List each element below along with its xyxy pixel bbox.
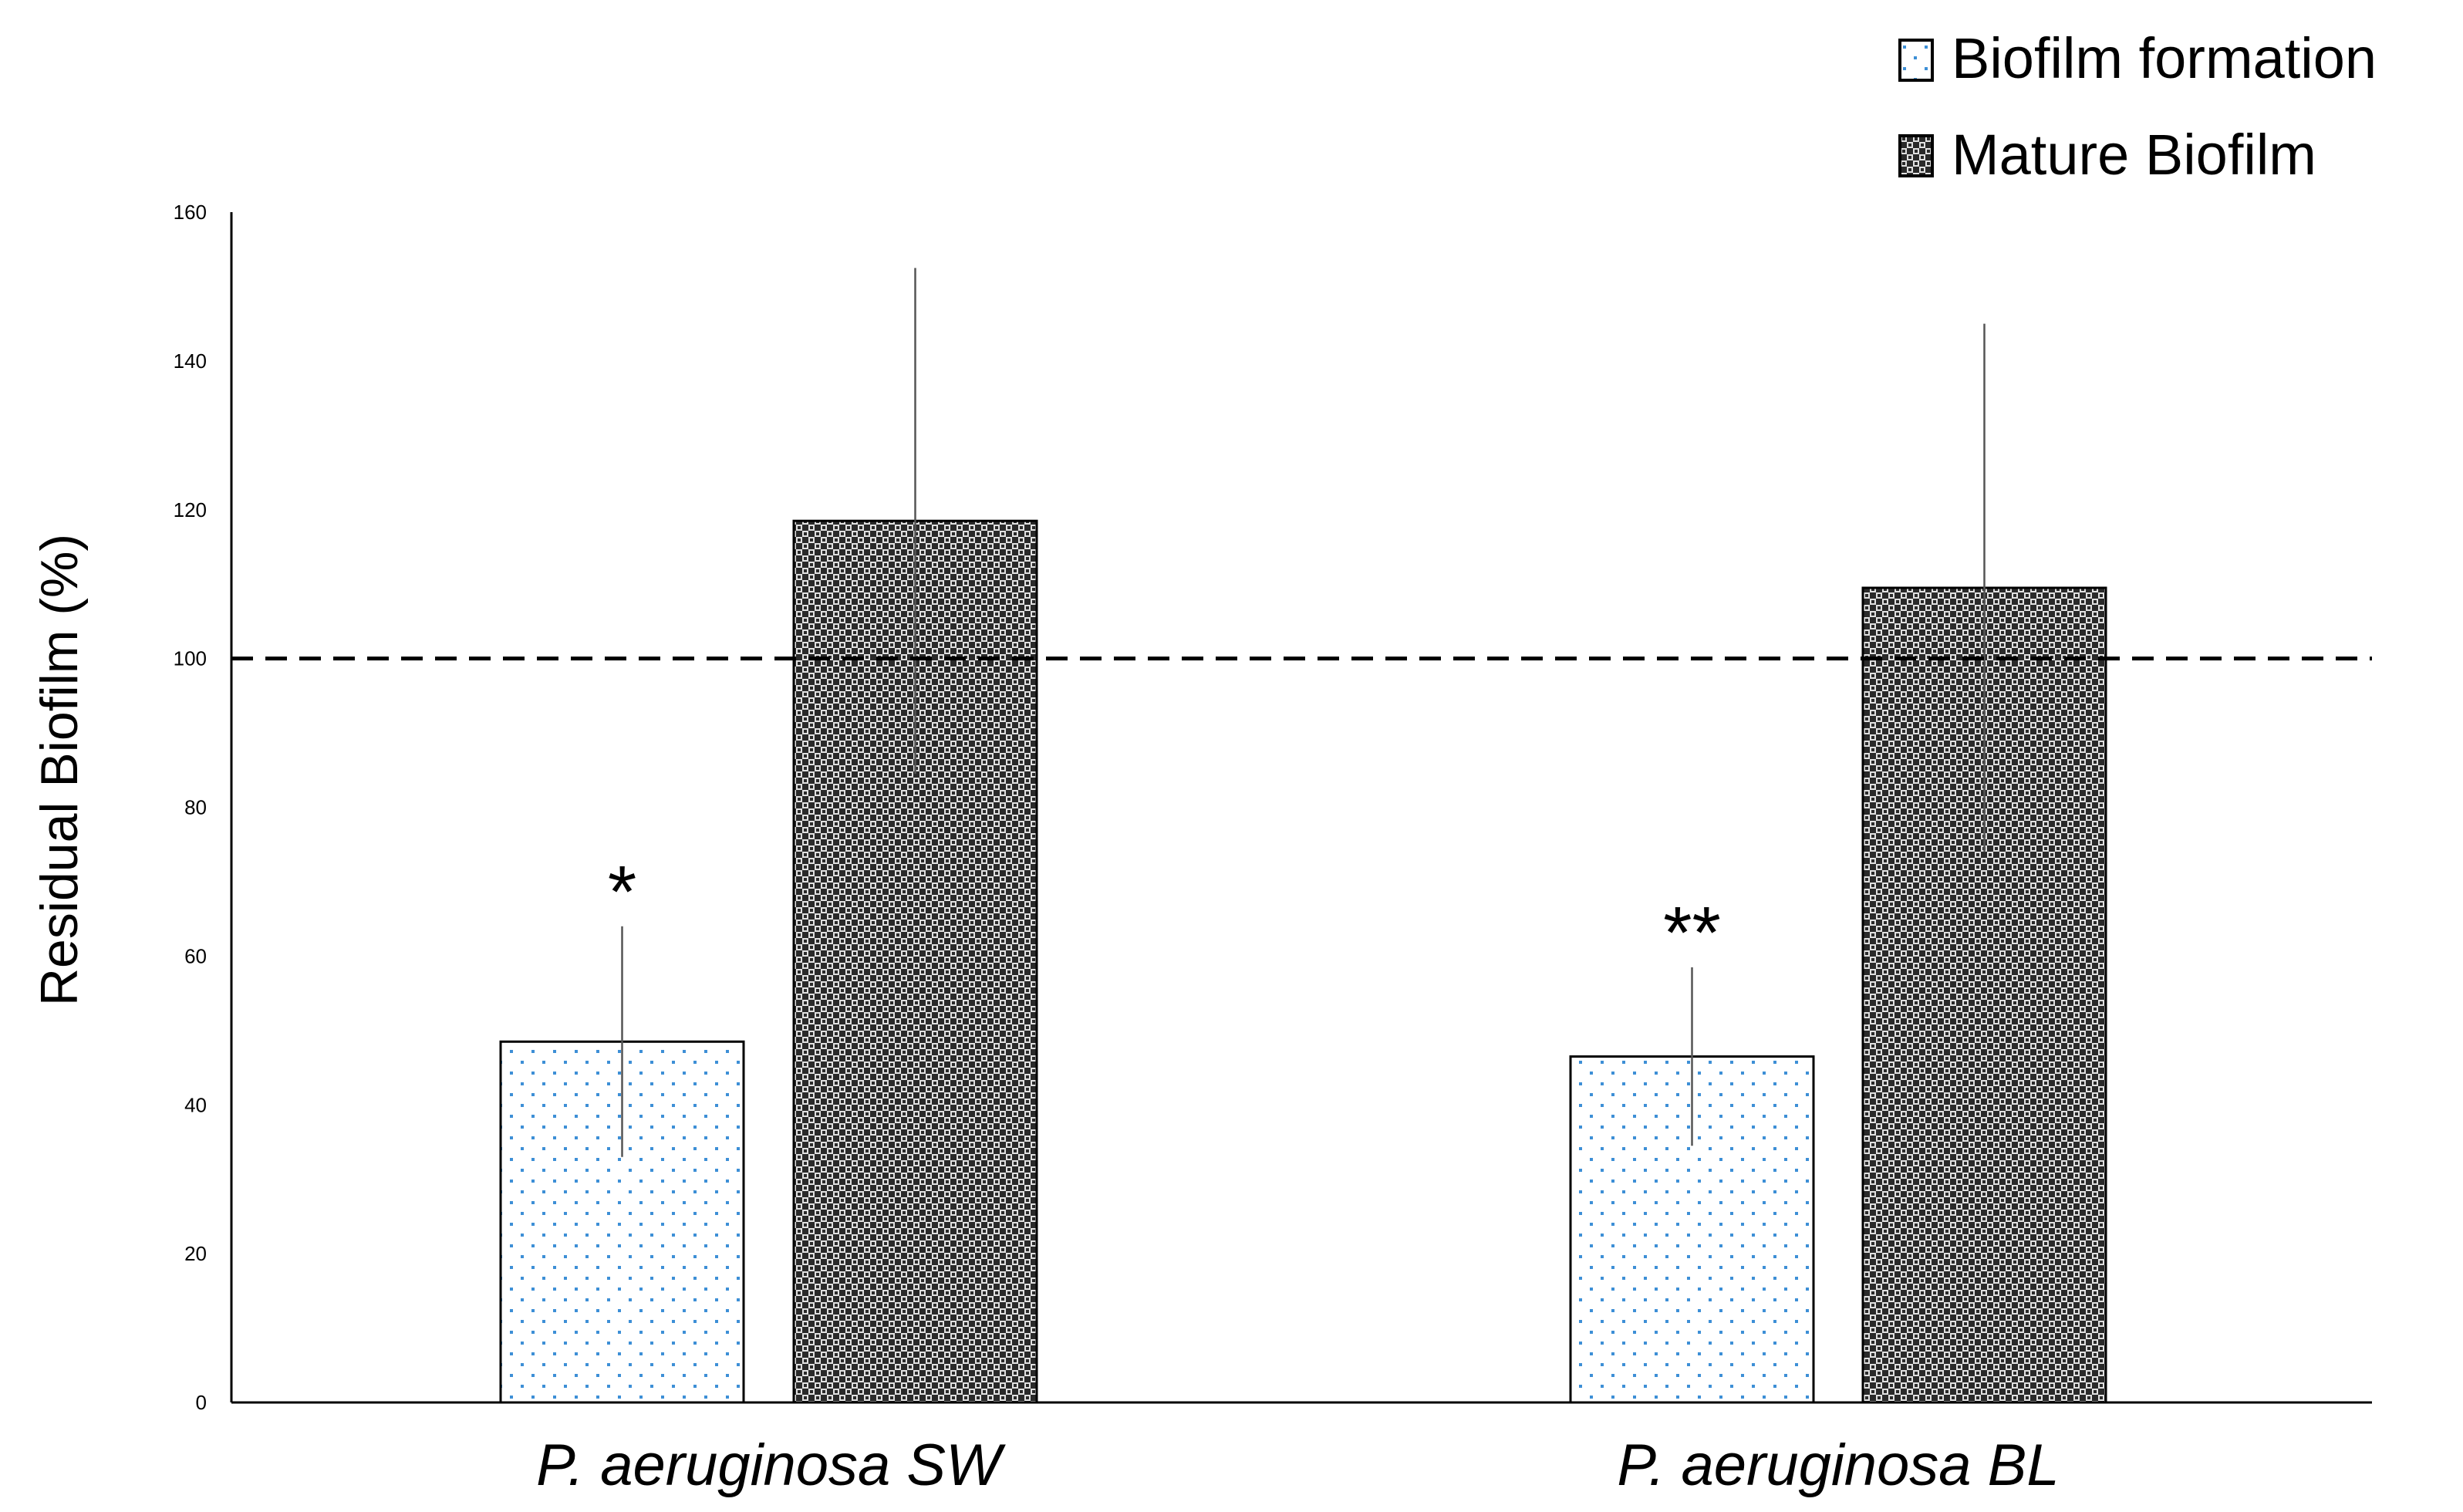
legend-swatch-biofilm-formation [1898, 39, 1934, 82]
legend-label-mature-biofilm: Mature Biofilm [1952, 123, 2316, 187]
legend-label-biofilm-formation: Biofilm formation [1952, 26, 2377, 90]
category-label-p-aeruginosa-sw: P. aeruginosa SW [536, 1433, 1006, 1498]
y-tick-label-120: 120 [174, 498, 207, 521]
y-tick-label-160: 160 [174, 201, 207, 224]
legend: Biofilm formation Mature Biofilm [1898, 26, 2377, 187]
y-tick-label-0: 0 [196, 1391, 207, 1414]
y-tick-label-140: 140 [174, 349, 207, 373]
y-tick-label-40: 40 [184, 1093, 207, 1116]
y-tick-label-100: 100 [174, 647, 207, 670]
legend-swatch-mature-biofilm [1898, 134, 1934, 177]
category-label-p-aeruginosa-bl: P. aeruginosa BL [1617, 1433, 2059, 1498]
plot-area: 0 20 40 60 80 100 120 140 160 P. aeruginosa SW P. … [174, 201, 2372, 1498]
significance-marker-2: ** [1663, 892, 1721, 974]
significance-marker-1: * [608, 851, 636, 933]
y-tick-label-60: 60 [184, 944, 207, 967]
y-axis-label: Residual Biofilm (%) [30, 534, 89, 1006]
y-tick-label-80: 80 [184, 796, 207, 819]
y-tick-label-20: 20 [184, 1242, 207, 1265]
